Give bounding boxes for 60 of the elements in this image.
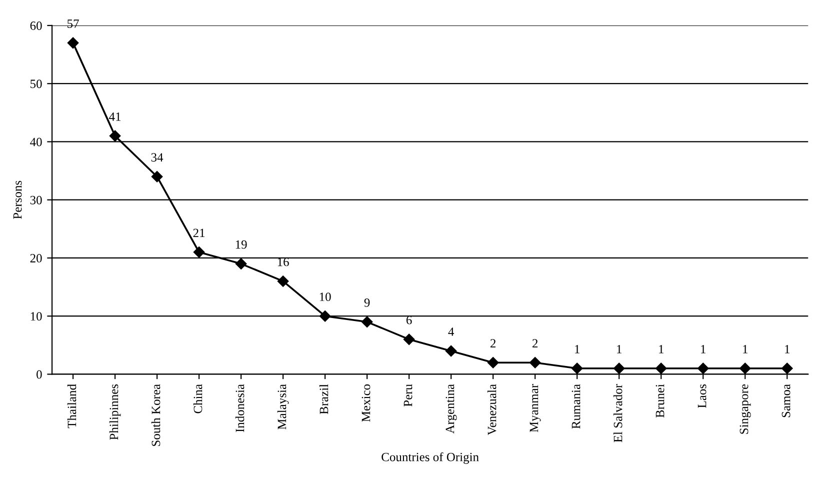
data-label: 1 [701,344,706,354]
point [656,362,667,374]
data-label: 1 [743,344,748,354]
x-tick-label: El Salvador [613,384,622,442]
data-label: 4 [448,328,454,336]
x-tick-label: Venezuala [487,384,496,436]
point [613,362,625,374]
point [487,356,499,368]
x-tick-label: Brazil [319,384,328,414]
point [151,171,163,182]
x-tick-label: Myanmar [530,384,541,432]
data-label: 41 [109,112,121,121]
y-tick-label: 30 [30,196,42,204]
x-tick-label: Indonesia [235,384,244,432]
data-label: 1 [659,344,664,354]
data-label: 34 [151,153,164,162]
x-tick-label: Mexico [362,384,370,422]
point [403,334,415,345]
y-axis-title: Persons [13,180,22,219]
data-label: 21 [193,228,205,237]
y-tick-label: 0 [36,370,42,379]
point [235,258,247,270]
x-tick-label: Peru [404,384,412,406]
point [193,246,205,258]
point [698,362,709,374]
x-tick-label: Samoa [782,384,790,418]
point [109,130,121,142]
x-tick-label: Argentina [446,384,457,434]
data-label: 2 [490,339,496,348]
point [361,316,373,328]
x-tick-label: Brunei [656,384,664,418]
y-tick-label: 40 [30,138,42,146]
x-tick-label: Rumania [572,384,580,429]
x-tick-label: Thailand [67,384,76,428]
y-tick-label: 60 [30,22,42,30]
x-tick-label: Philipinnes [109,384,121,440]
data-label: 1 [785,344,790,354]
point [319,310,331,322]
point [67,37,79,49]
y-tick-label: 10 [30,312,42,321]
point [571,362,583,374]
x-tick-label: Malaysia [277,384,289,430]
y-tick-label: 20 [30,254,42,262]
data-label: 2 [532,339,538,348]
point [782,362,793,374]
point [277,276,289,287]
y-tick-label: 50 [30,80,42,88]
point [740,362,751,374]
x-tick-label: South Korea [151,384,160,446]
x-tick-label: Laos [698,384,706,408]
data-label: 1 [617,344,622,354]
data-label: 9 [364,298,370,307]
x-tick-label: China [193,384,202,414]
data-label: 1 [575,344,580,354]
data-label: 10 [320,292,331,302]
x-axis-title: Countries of Origin [382,452,479,464]
point [445,345,457,357]
x-tick-label: Singapore [740,384,751,434]
point [529,356,541,368]
data-label: 19 [236,240,247,249]
